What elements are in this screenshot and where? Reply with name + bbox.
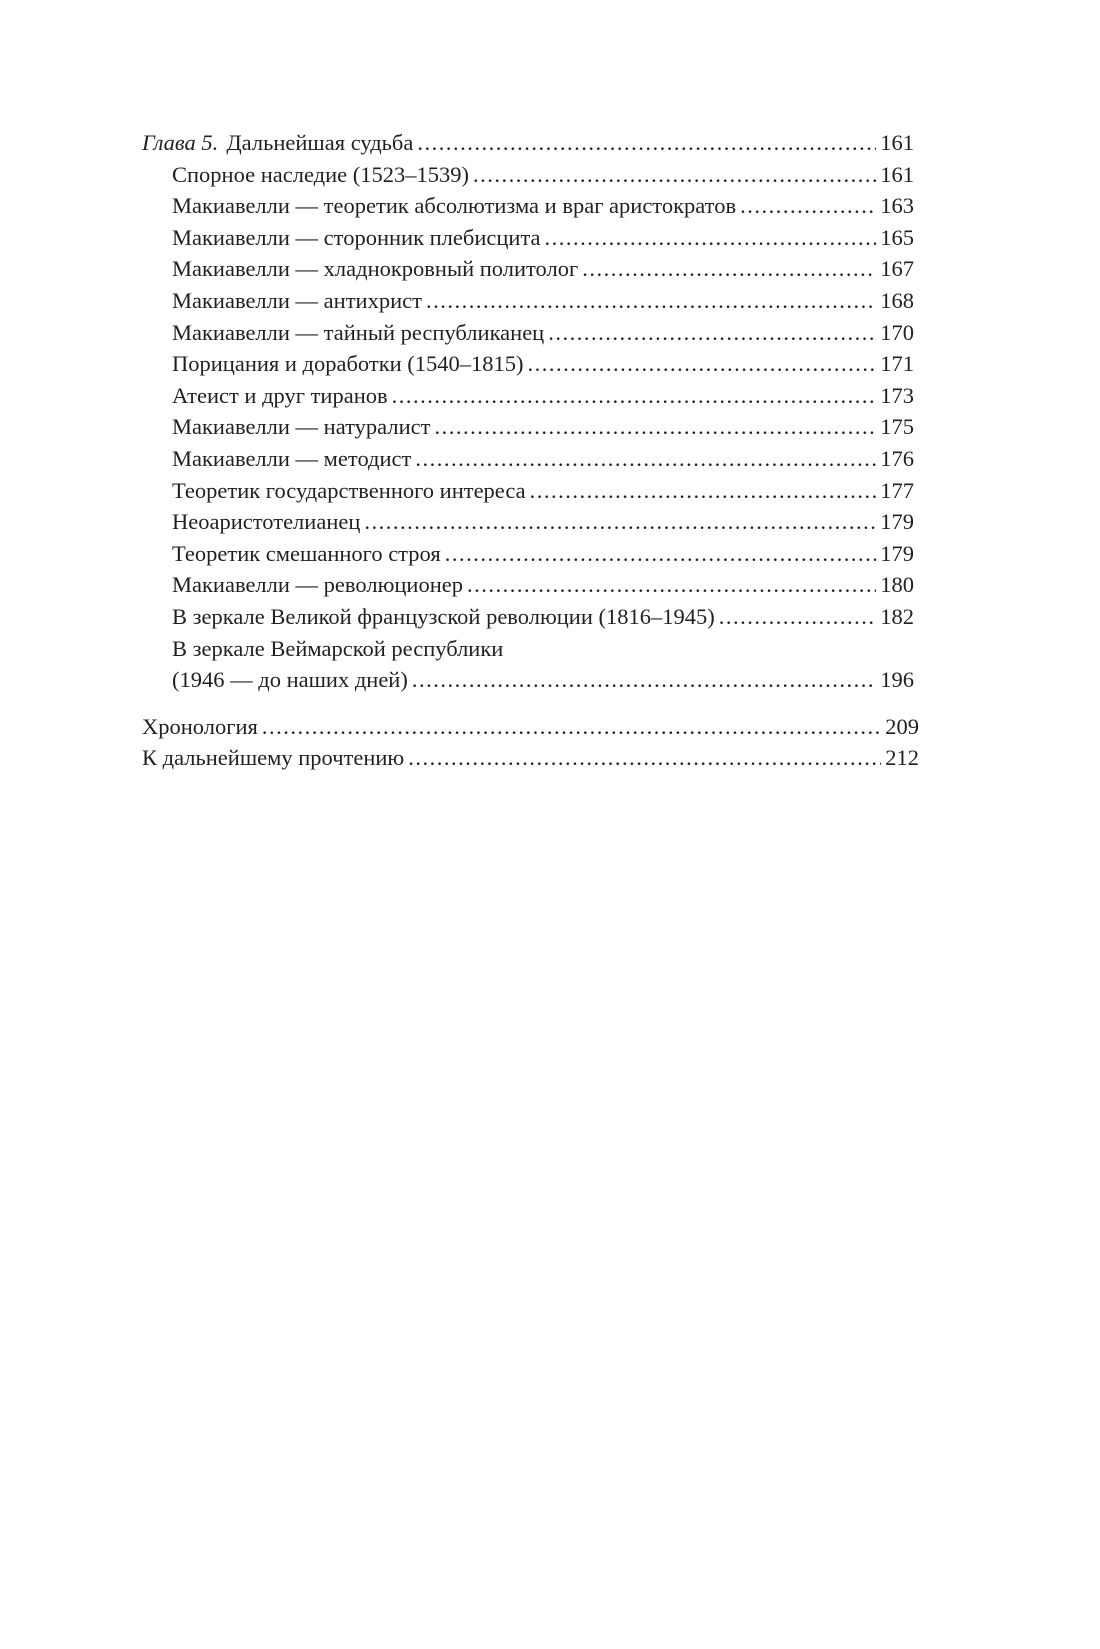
dot-leader	[408, 742, 881, 774]
page-number: 196	[880, 667, 914, 693]
chapter-title: Дальнейшая судьба	[226, 130, 414, 155]
dot-leader	[467, 569, 876, 601]
dot-leader	[417, 127, 876, 159]
toc-entry: Макиавелли — тайный республиканец 170	[142, 317, 914, 349]
entry-title: Атеист и друг тиранов	[172, 382, 388, 408]
entry-title: Спорное наследие (1523–1539)	[172, 161, 469, 187]
toc-entry: К дальнейшему прочтению 212	[142, 742, 919, 774]
page-number: 173	[880, 382, 914, 408]
entry-title: Макиавелли — сторонник плебисцита	[172, 224, 541, 250]
entry-title: Макиавелли — тайный республиканец	[172, 319, 545, 345]
entry-title: Макиавелли — революционер	[172, 572, 463, 598]
dot-leader	[582, 253, 876, 285]
page-number: 167	[880, 256, 914, 282]
toc-entry: Спорное наследие (1523–1539) 161	[142, 159, 914, 191]
dot-leader	[412, 664, 876, 696]
toc-entry: Макиавелли — революционер 180	[142, 569, 914, 601]
toc-entry: Атеист и друг тиранов 173	[142, 380, 914, 412]
dot-leader	[415, 443, 876, 475]
entry-title: Порицания и доработки (1540–1815)	[172, 351, 524, 377]
page-number: 176	[880, 445, 914, 471]
toc-entry: Макиавелли — антихрист 168	[142, 285, 914, 317]
page-number: 165	[880, 224, 914, 250]
entry-title: Макиавелли — теоретик абсолютизма и враг…	[172, 193, 737, 219]
page-number: 179	[880, 509, 914, 535]
page-number: 179	[880, 540, 914, 566]
entry-title: Теоретик государственного интереса	[172, 477, 526, 503]
entry-title: Макиавелли — хладнокровный политолог	[172, 256, 579, 282]
dot-leader	[528, 348, 877, 380]
entry-title: Теоретик смешанного строя	[172, 540, 441, 566]
dot-leader	[262, 711, 881, 743]
entry-title: (1946 — до наших дней)	[172, 667, 408, 693]
dot-leader	[426, 285, 876, 317]
chapter-entry: Глава 5. Дальнейшая судьба 161	[142, 127, 914, 159]
toc-entry: Теоретик государственного интереса 177	[142, 475, 914, 507]
page-number: 161	[880, 161, 914, 187]
table-of-contents: Глава 5. Дальнейшая судьба 161 Спорное на…	[142, 127, 919, 774]
dot-leader	[719, 601, 877, 633]
toc-entry: Макиавелли — методист 176	[142, 443, 914, 475]
dot-leader	[434, 411, 876, 443]
entry-title: Макиавелли — методист	[172, 445, 412, 471]
toc-entry: Порицания и доработки (1540–1815) 171	[142, 348, 914, 380]
toc-entry: Хронология 209	[142, 711, 919, 743]
page-number: 177	[880, 477, 914, 503]
toc-entry: Макиавелли — натуралист 175	[142, 411, 914, 443]
page-number: 170	[880, 319, 914, 345]
toc-entry-multiline-line1: В зеркале Веймарской республики	[142, 633, 914, 665]
chapter-label: Глава 5.	[142, 130, 219, 155]
entry-title: В зеркале Великой французской революции …	[172, 603, 715, 629]
dot-leader	[545, 222, 877, 254]
page-number: 168	[880, 287, 914, 313]
dot-leader	[530, 475, 877, 507]
page-number: 180	[880, 572, 914, 598]
dot-leader	[473, 159, 876, 191]
page-number: 171	[880, 351, 914, 377]
toc-entry: Теоретик смешанного строя 179	[142, 538, 914, 570]
toc-entry: Макиавелли — хладнокровный политолог 167	[142, 253, 914, 285]
dot-leader	[364, 506, 876, 538]
toc-entry: В зеркале Великой французской революции …	[142, 601, 914, 633]
page-number: 163	[880, 193, 914, 219]
entry-title: Хронология	[142, 713, 258, 739]
page-number: 175	[880, 414, 914, 440]
dot-leader	[548, 317, 876, 349]
dot-leader	[392, 380, 877, 412]
page-number: 161	[880, 130, 914, 155]
page-number: 209	[885, 713, 919, 739]
entry-title: Макиавелли — антихрист	[172, 287, 422, 313]
toc-entry: Макиавелли — сторонник плебисцита 165	[142, 222, 914, 254]
page-number: 182	[880, 603, 914, 629]
entry-title: Макиавелли — натуралист	[172, 414, 431, 440]
toc-entry: Неоаристотелианец 179	[142, 506, 914, 538]
toc-entry: Макиавелли — теоретик абсолютизма и враг…	[142, 190, 914, 222]
page-number: 212	[885, 745, 919, 771]
section-entries: Спорное наследие (1523–1539) 161 Макиавелл…	[142, 159, 914, 633]
dot-leader	[740, 190, 876, 222]
entry-title: В зеркале Веймарской республики	[172, 635, 504, 661]
toc-entry-multiline-line2: (1946 — до наших дней) 196	[142, 664, 914, 696]
entry-title: Неоаристотелианец	[172, 509, 361, 535]
dot-leader	[445, 538, 877, 570]
entry-title: К дальнейшему прочтению	[142, 745, 405, 771]
back-matter: Хронология 209 К дальнейшему прочтению 212	[142, 711, 919, 774]
